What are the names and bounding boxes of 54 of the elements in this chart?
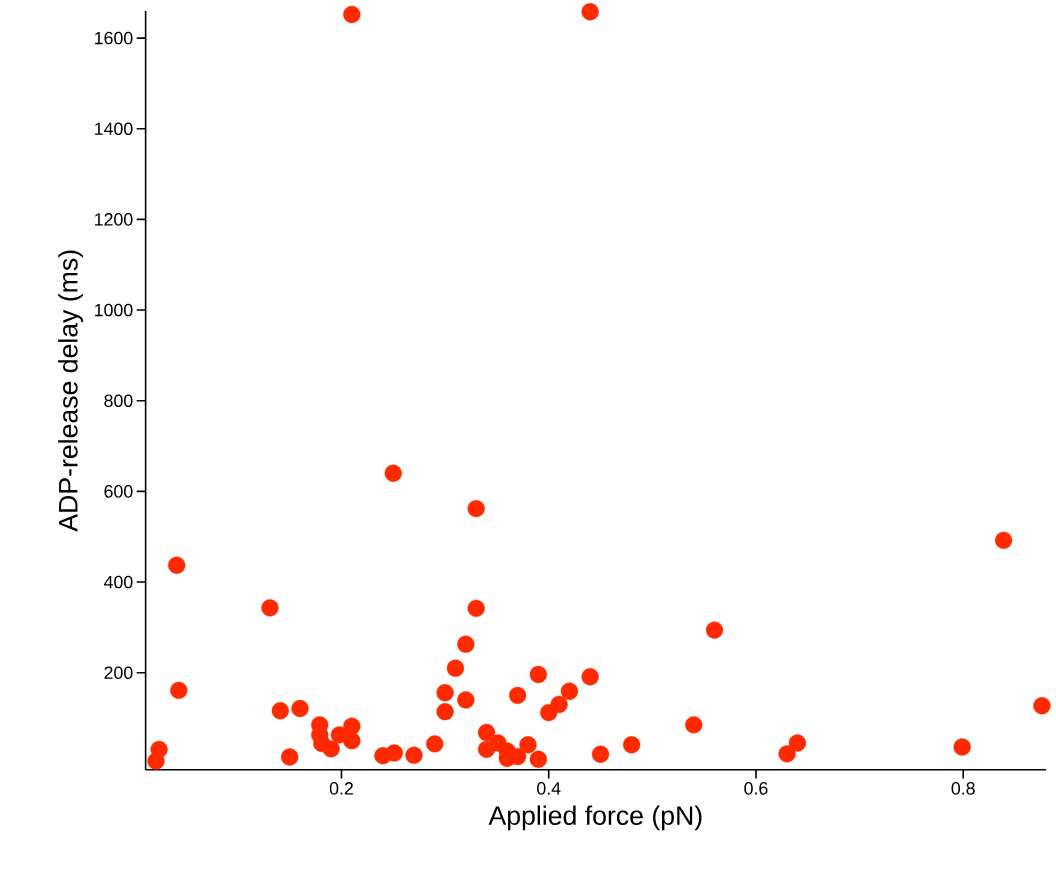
x-tick-label: 0.2 bbox=[329, 782, 353, 795]
point bbox=[529, 666, 547, 684]
x-tick-label: 0.8 bbox=[951, 782, 975, 795]
point bbox=[426, 735, 444, 753]
point bbox=[581, 668, 599, 686]
y-tick-label: 1200 bbox=[95, 213, 133, 226]
point bbox=[384, 464, 402, 483]
point bbox=[436, 703, 454, 721]
point bbox=[560, 682, 579, 701]
point bbox=[343, 732, 361, 750]
x-tick-label: 0.6 bbox=[744, 782, 768, 795]
point bbox=[477, 724, 496, 742]
y-tick-label: 1400 bbox=[95, 122, 133, 136]
point bbox=[1033, 697, 1051, 715]
point bbox=[405, 746, 423, 764]
point bbox=[788, 734, 807, 752]
x-axis-title: Applied force (pN) bbox=[488, 805, 702, 831]
point bbox=[291, 700, 309, 718]
point bbox=[261, 599, 279, 617]
point bbox=[343, 6, 361, 24]
point bbox=[150, 740, 168, 759]
point bbox=[685, 716, 703, 734]
y-tick-label: 1000 bbox=[95, 303, 133, 317]
point bbox=[529, 750, 547, 769]
point bbox=[550, 695, 568, 714]
y-tick-label: 400 bbox=[103, 575, 133, 589]
y-tick-label: 1600 bbox=[95, 31, 133, 45]
y-axis-title: ADP-release delay (ms) bbox=[58, 250, 83, 532]
point bbox=[509, 686, 527, 705]
point bbox=[467, 500, 485, 518]
point bbox=[436, 684, 454, 702]
point bbox=[778, 745, 796, 763]
point bbox=[271, 702, 289, 720]
point bbox=[168, 556, 186, 575]
point bbox=[322, 740, 340, 758]
point bbox=[519, 736, 537, 754]
point bbox=[622, 736, 641, 754]
point bbox=[591, 745, 610, 764]
point bbox=[457, 635, 475, 653]
point bbox=[170, 681, 188, 700]
point bbox=[281, 748, 299, 766]
x-tick-label: 0.4 bbox=[537, 782, 561, 795]
y-tick-label: 200 bbox=[104, 666, 133, 680]
point bbox=[343, 717, 361, 735]
y-tick-label: 800 bbox=[104, 394, 133, 408]
point bbox=[994, 531, 1013, 550]
point bbox=[953, 738, 971, 756]
point bbox=[581, 3, 599, 21]
point bbox=[705, 621, 724, 639]
y-tick-label: 600 bbox=[104, 485, 133, 498]
point bbox=[457, 691, 475, 709]
point bbox=[467, 599, 485, 618]
point bbox=[385, 744, 403, 762]
point bbox=[446, 659, 465, 677]
